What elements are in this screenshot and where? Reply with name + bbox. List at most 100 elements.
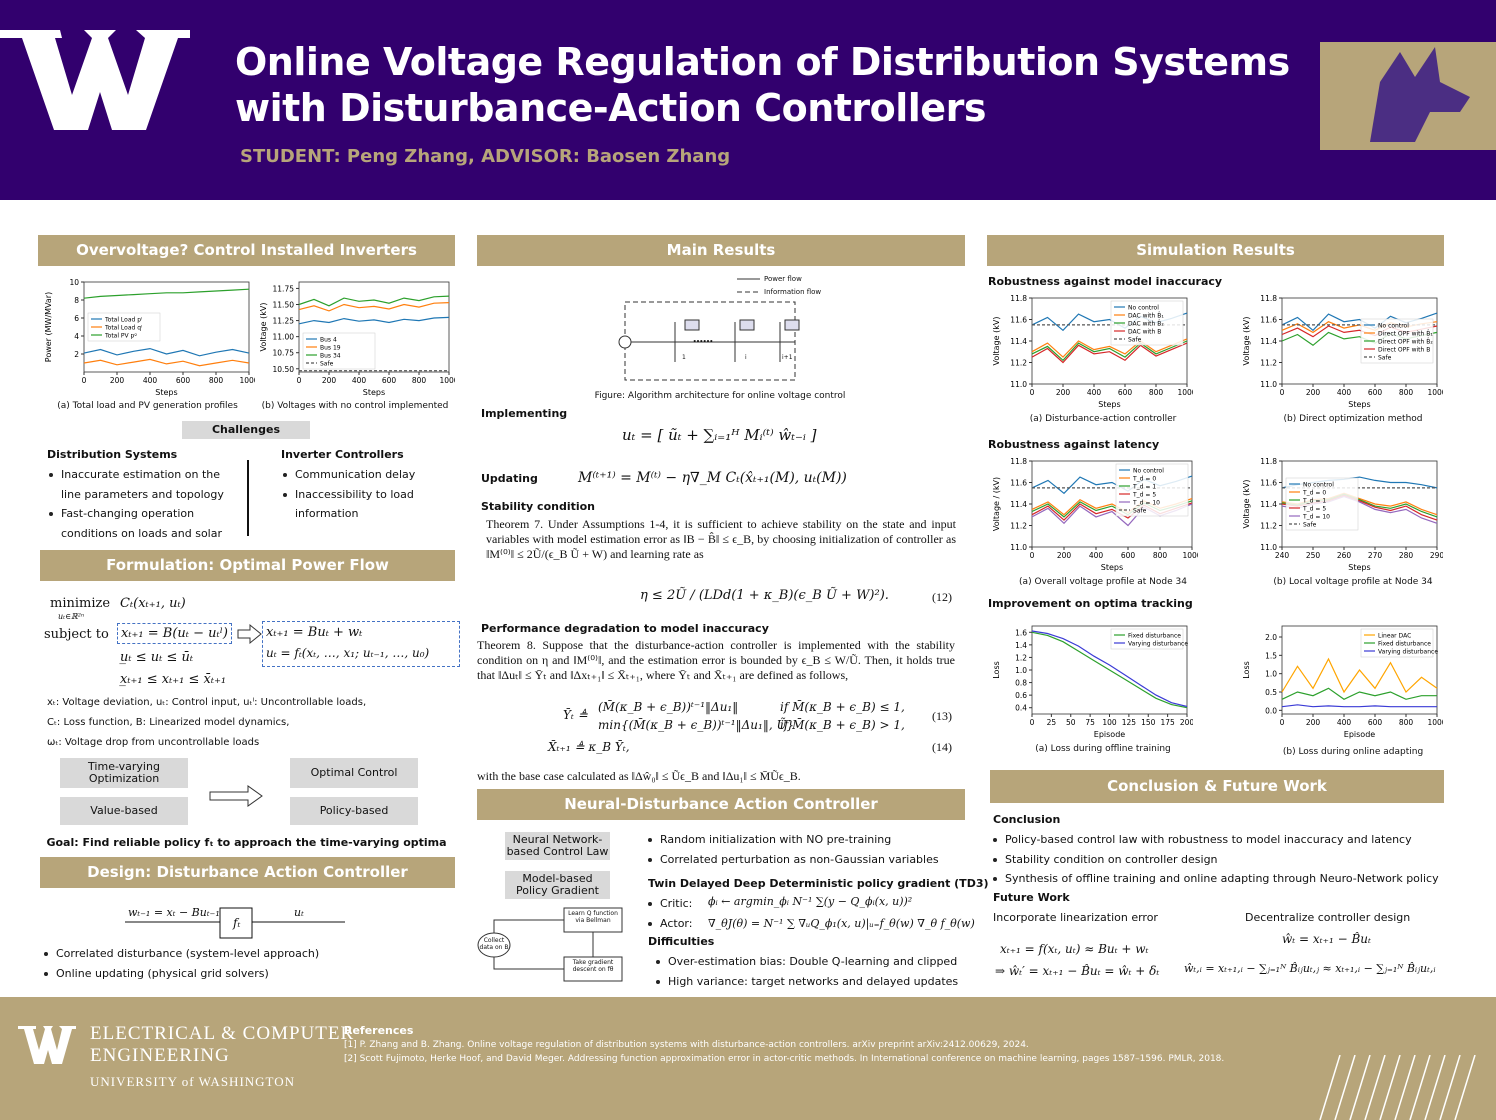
arrow <box>237 623 262 645</box>
y-tick-label: 0.5 <box>1265 688 1277 697</box>
theorem: Theorem 7. Under Assumptions 1-4, it is … <box>486 517 956 561</box>
eq-text: xₜ₊₁ = Buₜ + wₜ <box>266 625 363 640</box>
equation: (M̄(κ_B + ϵ_B))ᵗ⁻¹‖Δu₁‖ <box>598 700 739 714</box>
list-item: Stability condition on controller design <box>991 850 1441 870</box>
list-item: Communication delay <box>281 465 431 485</box>
subheading: Distribution Systems <box>47 448 178 461</box>
y-axis-label: Loss <box>992 661 1001 679</box>
list-item: Random initialization with NO pre-traini… <box>646 830 956 850</box>
list: Policy-based control law with robustness… <box>991 830 1441 889</box>
subheading: Performance degradation to model inaccur… <box>481 622 769 635</box>
node-label: i <box>745 354 747 361</box>
y-axis-label: Voltage (kV) <box>1242 480 1251 529</box>
x-tick-label: 800 <box>1153 551 1168 560</box>
y-tick-label: 11.4 <box>1010 337 1027 346</box>
list-item: Actor: <box>646 914 706 934</box>
equation: X̄ₜ₊₁ ≜ κ_B Ȳₜ, <box>548 740 630 754</box>
y-tick-label: 11.50 <box>273 301 295 310</box>
subheading: Implementing <box>481 407 568 420</box>
eq-text: minimize <box>50 596 111 611</box>
x-tick-label: 400 <box>352 376 367 385</box>
x-tick-label: 800 <box>209 376 224 385</box>
title: with Disturbance-Action Controllers <box>235 86 986 130</box>
series-line <box>298 295 450 307</box>
legend-label: T_d = 1 <box>1302 497 1326 504</box>
loop-label: Learn Q function via Bellman <box>568 910 618 924</box>
definition: Cₜ: Loss function, B: Linearized model d… <box>47 717 290 728</box>
eq-text: fₜ <box>233 916 241 930</box>
department: ENGINEERING <box>90 1045 230 1066</box>
section-header: Design: Disturbance Action Controller <box>40 857 455 888</box>
list: Critic: Actor: <box>646 894 706 933</box>
reference: [2] Scott Fujimoto, Herke Hoof, and Davi… <box>344 1054 1225 1064</box>
equation: xₜ₊₁ = f(xₜ, uₜ) ≈ Buₜ + wₜ <box>1000 942 1149 956</box>
x-tick-label: 400 <box>1337 718 1352 727</box>
y-tick-label: 0.4 <box>1015 704 1027 713</box>
loop-label: Collect data on B <box>479 937 509 951</box>
y-tick-label: 4 <box>74 332 79 341</box>
eq-text: x̲ₜ₊₁ ≤ xₜ₊₁ ≤ x̄ₜ₊₁ <box>120 672 227 687</box>
legend-label: T_d = 5 <box>1302 505 1326 512</box>
series-line <box>83 288 250 299</box>
legend-label: Safe <box>1378 354 1392 361</box>
series-line <box>1281 687 1437 700</box>
concept-box: Value-based <box>60 797 188 825</box>
legend-label: T_d = 10 <box>1132 499 1160 506</box>
y-tick-label: 11.4 <box>1260 500 1277 509</box>
x-tick-label: 150 <box>1141 718 1156 727</box>
list: Over-estimation bias: Double Q-learning … <box>654 952 964 991</box>
list: Correlated disturbance (system-level app… <box>42 944 442 983</box>
x-tick-label: 200 <box>1180 718 1193 727</box>
list: Random initialization with NO pre-traini… <box>646 830 956 869</box>
legend-label: DAC with B <box>1128 328 1161 335</box>
subheading: Future Work <box>993 891 1070 904</box>
legend-box <box>1110 628 1184 650</box>
section-header: Main Results <box>477 235 965 266</box>
legend-label: Bus 4 <box>320 336 337 343</box>
text: Incorporate linearization error <box>993 911 1158 924</box>
caption: (a) Disturbance-action controller <box>1029 414 1177 424</box>
equation: ⇒ ŵₜ′ = xₜ₊₁ − B̂uₜ = ŵₜ + δₜ <box>995 964 1160 978</box>
legend-label: Direct OPF with B <box>1378 346 1430 353</box>
equation: ŵₜ,ᵢ = xₜ₊₁,ᵢ − ∑ⱼ₌₁ᴺ B̂ᵢⱼuₜ,ⱼ ≈ xₜ₊₁,ᵢ … <box>1184 962 1436 975</box>
architecture-diagram <box>618 278 800 381</box>
eq-text: wₜ₋₁ = xₜ − Buₜ₋₁ <box>128 906 220 919</box>
y-axis-label: Power (MW/MVar) <box>44 292 53 362</box>
y-tick-label: 1.4 <box>1015 641 1027 650</box>
equation-number: (14) <box>932 740 952 754</box>
x-tick-label: 75 <box>1085 718 1095 727</box>
subheading: Difficulties <box>648 935 715 948</box>
x-tick-label: 100 <box>1102 718 1117 727</box>
x-axis-label: Steps <box>1348 400 1370 409</box>
eq-text: uₜ <box>294 906 304 919</box>
reference: [1] P. Zhang and B. Zhang. Online voltag… <box>344 1040 1029 1050</box>
legend-label: No control <box>1133 467 1164 474</box>
y-tick-label: 1.0 <box>1265 670 1277 679</box>
subheading: Stability condition <box>481 500 596 513</box>
legend-label: Total Load pˡ <box>104 316 142 323</box>
legend-label: Varying disturbance <box>1378 648 1438 655</box>
y-axis-label: Voltage (kV) <box>1242 317 1251 366</box>
section-header: Conclusion & Future Work <box>990 770 1444 803</box>
x-tick-label: 400 <box>143 376 158 385</box>
y-axis-label: Voltage (kV) <box>992 317 1001 366</box>
subheading: Robustness against latency <box>988 438 1160 451</box>
x-tick-label: 0 <box>82 376 87 385</box>
legend-label: DAC with B̂₂ <box>1128 320 1164 327</box>
series-line <box>1031 338 1188 358</box>
eq-text: u̲ₜ ≤ uₜ ≤ ūₜ <box>120 650 194 665</box>
caption: (b) Local voltage profile at Node 34 <box>1273 577 1433 587</box>
list-item: Inaccessibility to load information <box>281 485 431 524</box>
equation: if M̄(κ_B + ϵ_B) ≤ 1, <box>780 700 905 714</box>
y-tick-label: 11.75 <box>273 284 295 293</box>
caption: (b) Voltages with no control implemented <box>261 401 449 411</box>
equation: min{(M̄(κ_B + ϵ_B))ᵗ⁻¹‖Δu₁‖, Ũ} <box>598 718 795 732</box>
x-tick-label: 600 <box>1118 388 1133 397</box>
